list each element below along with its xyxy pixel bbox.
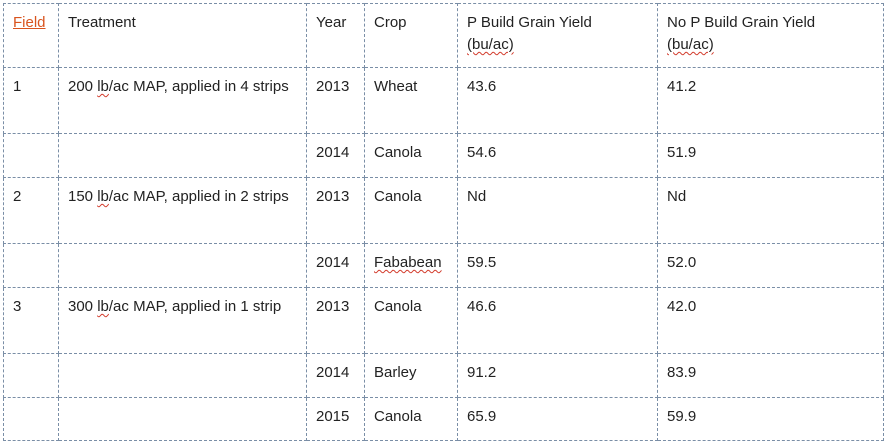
cell-year: 2013 [306, 177, 365, 244]
header-crop: Crop [364, 3, 458, 68]
table-row: 1 200 lb/ac MAP, applied in 4 strips 201… [3, 67, 884, 134]
cell-year: 2014 [306, 243, 365, 288]
cell-p-build-yield: 65.9 [457, 397, 658, 441]
cell-field: 1 [3, 67, 59, 134]
treatment-description: /ac MAP, applied in 2 strips [108, 188, 289, 205]
header-field[interactable]: Field [3, 3, 59, 68]
cell-year: 2015 [306, 397, 365, 441]
table-row: 2014 Canola 54.6 51.9 [3, 133, 884, 178]
cell-no-p-build-yield: 42.0 [657, 287, 884, 354]
cell-crop: Canola [364, 397, 458, 441]
cell-year: 2013 [306, 67, 365, 134]
cell-field [3, 243, 59, 288]
cell-year: 2014 [306, 353, 365, 398]
cell-treatment: 150 lb/ac MAP, applied in 2 strips [58, 177, 307, 244]
cell-no-p-build-yield: 59.9 [657, 397, 884, 441]
cell-crop: Fababean [364, 243, 458, 288]
table-row: 3 300 lb/ac MAP, applied in 1 strip 2013… [3, 287, 884, 354]
header-treatment: Treatment [58, 3, 307, 68]
header-year: Year [306, 3, 365, 68]
header-p-build-label: P Build Grain Yield [467, 14, 592, 31]
cell-field [3, 353, 59, 398]
treatment-description: /ac MAP, applied in 1 strip [108, 298, 282, 315]
treatment-unit: lb [97, 298, 109, 315]
cell-p-build-yield: 54.6 [457, 133, 658, 178]
header-no-p-build-unit-text: (bu/ac) [667, 36, 714, 53]
cell-p-build-yield: 59.5 [457, 243, 658, 288]
cell-no-p-build-yield: 51.9 [657, 133, 884, 178]
cell-crop: Canola [364, 177, 458, 244]
header-no-p-build-yield: No P Build Grain Yield (bu/ac) [657, 3, 884, 68]
cell-p-build-yield: Nd [457, 177, 658, 244]
cell-field [3, 397, 59, 441]
header-p-build-yield: P Build Grain Yield (bu/ac) [457, 3, 658, 68]
cell-year: 2013 [306, 287, 365, 354]
cell-crop: Wheat [364, 67, 458, 134]
cell-year: 2014 [306, 133, 365, 178]
cell-crop: Canola [364, 287, 458, 354]
cell-no-p-build-yield: Nd [657, 177, 884, 244]
treatment-unit: lb [97, 78, 109, 95]
treatment-description: /ac MAP, applied in 4 strips [108, 78, 289, 95]
cell-treatment [58, 243, 307, 288]
treatment-unit: lb [97, 188, 109, 205]
header-no-p-build-label: No P Build Grain Yield [667, 14, 816, 31]
table-row: 2015 Canola 65.9 59.9 [3, 397, 884, 441]
header-p-build-unit-text: (bu/ac) [467, 36, 514, 53]
cell-treatment: 300 lb/ac MAP, applied in 1 strip [58, 287, 307, 354]
table-row: 2 150 lb/ac MAP, applied in 2 strips 201… [3, 177, 884, 244]
cell-treatment [58, 133, 307, 178]
cell-treatment: 200 lb/ac MAP, applied in 4 strips [58, 67, 307, 134]
treatment-rate: 300 [68, 298, 98, 315]
cell-field [3, 133, 59, 178]
crop-name: Fababean [374, 254, 442, 271]
header-p-build-unit: (bu/ac) [467, 34, 649, 56]
cell-no-p-build-yield: 83.9 [657, 353, 884, 398]
cell-crop: Canola [364, 133, 458, 178]
yield-table: Field Treatment Year Crop P Build Grain … [3, 3, 884, 441]
cell-crop: Barley [364, 353, 458, 398]
cell-field: 3 [3, 287, 59, 354]
cell-treatment [58, 353, 307, 398]
cell-treatment [58, 397, 307, 441]
cell-p-build-yield: 43.6 [457, 67, 658, 134]
cell-p-build-yield: 91.2 [457, 353, 658, 398]
header-no-p-build-unit: (bu/ac) [667, 34, 875, 56]
treatment-rate: 150 [68, 188, 98, 205]
cell-field: 2 [3, 177, 59, 244]
table-row: 2014 Fababean 59.5 52.0 [3, 243, 884, 288]
cell-no-p-build-yield: 41.2 [657, 67, 884, 134]
table-header-row: Field Treatment Year Crop P Build Grain … [3, 3, 884, 68]
table-row: 2014 Barley 91.2 83.9 [3, 353, 884, 398]
cell-p-build-yield: 46.6 [457, 287, 658, 354]
cell-no-p-build-yield: 52.0 [657, 243, 884, 288]
field-link[interactable]: Field [13, 14, 46, 31]
treatment-rate: 200 [68, 78, 98, 95]
